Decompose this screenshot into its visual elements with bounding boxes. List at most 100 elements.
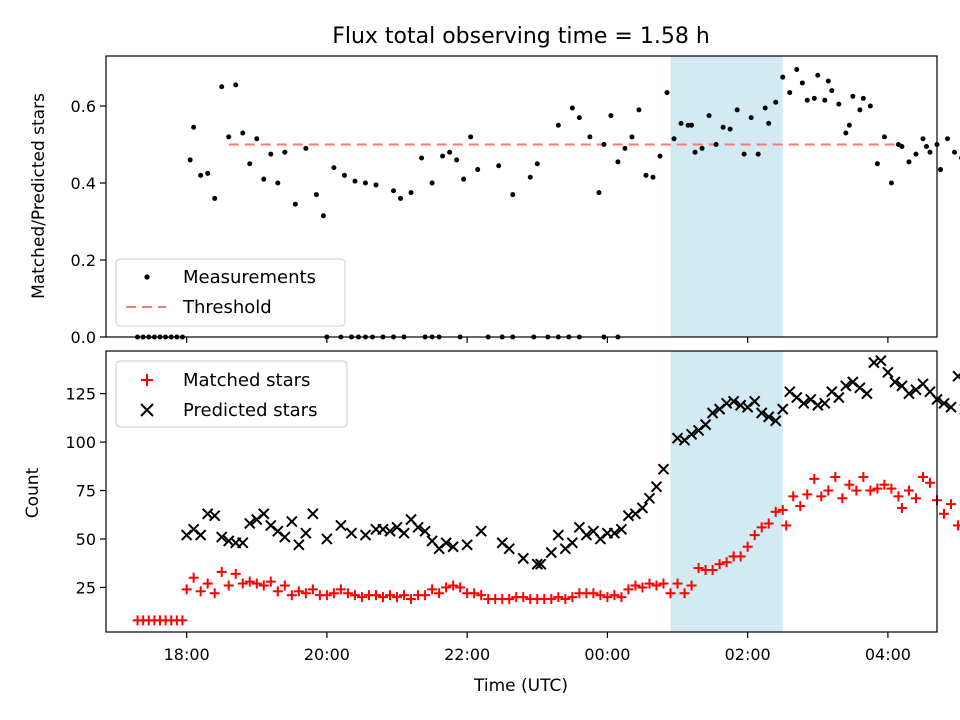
matched-star-point-86: [721, 557, 732, 568]
predicted-star-point-40: [531, 558, 543, 570]
predicted-star-point-74: [777, 403, 789, 415]
measurement-point-61: [440, 153, 446, 159]
x-tick-label: 04:00: [865, 645, 911, 664]
top-plot-frame: [105, 55, 938, 338]
measurement-point-15: [226, 134, 232, 140]
predicted-star-point-11: [258, 508, 270, 520]
measurement-point-103: [780, 74, 786, 80]
measurement-point-20: [261, 176, 267, 182]
measurement-point-23: [282, 149, 288, 155]
matched-star-point-107: [865, 485, 876, 496]
matched-star-point-44: [427, 584, 438, 595]
measurement-point-102: [773, 99, 779, 105]
measurement-point-85: [664, 90, 670, 96]
measurement-point-100: [762, 105, 768, 111]
measurement-point-97: [741, 151, 747, 157]
predicted-star-point-22: [359, 529, 372, 541]
predicted-star-point-56: [643, 492, 656, 504]
matched-star-point-92: [763, 518, 774, 529]
predicted-star-point-92: [903, 387, 915, 400]
matched-star-point-47: [448, 580, 459, 591]
measurement-point-70: [534, 161, 540, 167]
measurement-point-125: [906, 159, 912, 165]
y-tick-label: 75: [76, 482, 96, 501]
predicted-star-point-19: [321, 533, 333, 545]
measurement-point-73: [576, 115, 582, 121]
predicted-star-point-41: [535, 558, 547, 570]
matched-star-point-72: [623, 584, 634, 595]
measurement-point-30: [352, 178, 358, 184]
measurement-point-10: [191, 124, 197, 130]
matched-star-point-38: [385, 590, 396, 601]
measurement-point-62: [447, 149, 453, 155]
measurement-point-75: [596, 190, 602, 196]
matched-star-point-68: [595, 590, 606, 601]
measurement-point-24: [292, 201, 298, 207]
predicted-star-point-70: [748, 395, 761, 408]
measurement-point-90: [692, 149, 698, 155]
measurement-point-84: [657, 153, 663, 159]
matched-star-point-67: [588, 588, 599, 599]
predicted-star-point-45: [566, 537, 579, 549]
predicted-star-point-58: [657, 463, 670, 475]
predicted-star-point-29: [412, 521, 424, 534]
matched-star-point-30: [328, 588, 339, 599]
predicted-star-point-39: [517, 552, 529, 565]
measurement-point-109: [815, 72, 821, 78]
predicted-star-point-71: [755, 407, 768, 419]
x-tick-label: 00:00: [584, 645, 630, 664]
measurement-point-71: [555, 122, 561, 128]
measurement-point-66: [475, 167, 481, 173]
matched-star-point-89: [742, 541, 753, 552]
matched-star-point-26: [300, 588, 311, 599]
measurement-point-98: [748, 115, 754, 121]
measurement-point-9: [187, 157, 193, 163]
matched-stars-points: [132, 471, 960, 626]
measurement-point-132: [945, 136, 951, 142]
predicted-star-point-88: [875, 354, 887, 367]
matched-star-point-104: [844, 479, 855, 490]
measurement-point-82: [643, 172, 649, 178]
matched-star-point-84: [707, 564, 718, 575]
chart-title: Flux total observing time = 1.58 h: [332, 24, 710, 49]
measurement-point-120: [874, 161, 880, 167]
measurement-point-129: [927, 149, 933, 155]
x-tick-label: 20:00: [304, 645, 350, 664]
predicted-star-point-9: [244, 517, 256, 530]
matched-star-point-109: [879, 479, 890, 490]
matched-star-point-88: [735, 551, 746, 562]
x-tick-label: 22:00: [444, 645, 490, 664]
matched-star-point-91: [756, 522, 767, 533]
predicted-star-point-15: [286, 515, 298, 528]
predicted-star-point-47: [580, 529, 593, 541]
measurement-point-106: [799, 80, 805, 86]
matched-star-point-97: [795, 501, 806, 512]
measurement-point-105: [794, 66, 800, 72]
measurement-point-65: [468, 134, 474, 140]
measurement-point-111: [825, 78, 831, 84]
predicted-star-point-57: [650, 480, 663, 493]
matched-star-point-73: [630, 580, 641, 591]
matched-star-point-14: [216, 566, 227, 577]
legend-label-threshold: Threshold: [182, 297, 272, 318]
matched-star-point-39: [392, 592, 403, 603]
matched-star-point-102: [830, 471, 841, 482]
predicted-star-point-86: [861, 387, 873, 400]
matched-star-point-21: [265, 576, 276, 587]
predicted-star-point-73: [770, 415, 782, 427]
predicted-star-point-14: [279, 531, 291, 543]
matched-star-point-90: [749, 530, 760, 541]
measurement-point-124: [899, 143, 905, 149]
matched-star-point-101: [823, 485, 834, 496]
measurement-point-96: [734, 107, 740, 113]
matched-star-point-120: [953, 520, 960, 531]
x-tick-label: 02:00: [725, 645, 771, 664]
measurement-point-14: [219, 84, 225, 90]
matched-star-point-34: [356, 592, 367, 603]
measurement-point-108: [811, 95, 817, 101]
predicted-star-point-24: [377, 523, 389, 535]
predicted-star-point-68: [734, 399, 747, 411]
matched-star-point-57: [518, 592, 529, 603]
measurement-point-133: [952, 149, 958, 155]
measurement-point-63: [454, 157, 460, 163]
